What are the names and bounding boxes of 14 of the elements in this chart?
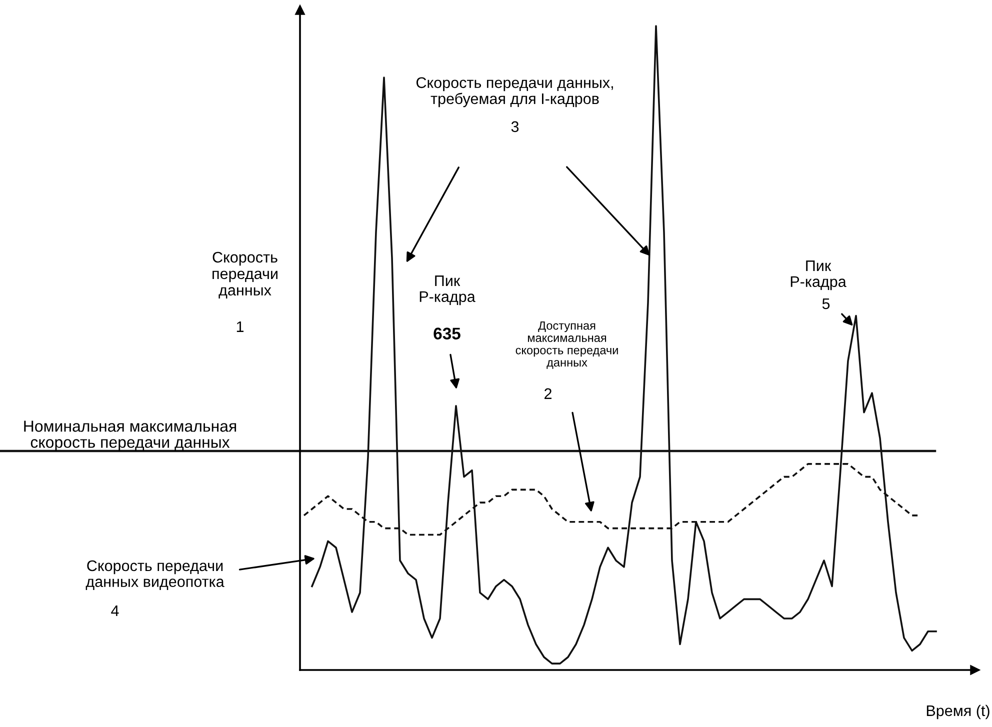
- annotation: Доступная максимальная скорость передачи данных: [516, 322, 618, 369]
- y-axis-title: Скорость передачи данных: [212, 252, 278, 298]
- annotation: Пик Р-кадра: [790, 260, 846, 290]
- annotation: Пик Р-кадра: [420, 275, 476, 306]
- annotation: 5: [822, 298, 830, 310]
- annotation: 2: [544, 388, 552, 399]
- text: Скорость передачи данных видеопотка: [86, 560, 224, 590]
- annotation: 635: [434, 328, 460, 340]
- annotation: 3: [511, 121, 519, 132]
- x-axis-title: Время (t): [926, 704, 990, 720]
- ref-line-label: Номинальная максимальная скорость передачи данных: [24, 420, 236, 452]
- text: 1: [236, 321, 244, 332]
- annotation: Скорость передачи данных, требуемая для I-кадров: [416, 77, 613, 108]
- text: 4: [111, 605, 119, 616]
